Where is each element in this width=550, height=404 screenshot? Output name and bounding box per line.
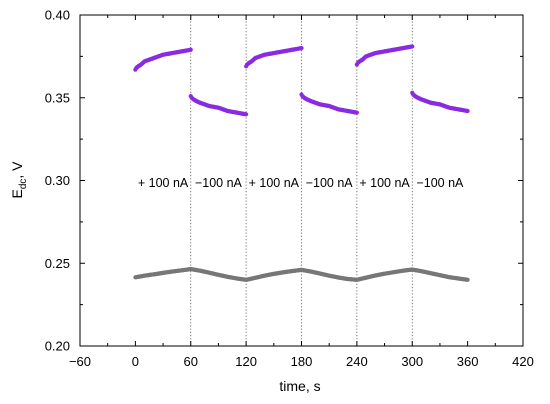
axes: −60 0 60 120 180 240 300 360 420 0.20 0.25 0.30 0.35… — [45, 8, 534, 370]
data-points — [133, 44, 470, 282]
current-annotation: + 100 nA — [359, 176, 410, 190]
series-2 — [133, 266, 470, 282]
current-annotation: −100 nA — [306, 176, 354, 190]
y-tick-label: 0.25 — [45, 256, 70, 271]
x-tick-label: 420 — [512, 354, 534, 369]
x-tick-label: −60 — [69, 354, 91, 369]
x-tick-label: 120 — [235, 354, 257, 369]
y-tick-label: 0.20 — [45, 339, 70, 354]
y-axis-label: Edc, V — [9, 161, 29, 199]
data-point — [410, 44, 415, 49]
current-annotation: + 100 nA — [249, 176, 300, 190]
x-tick-label: 300 — [401, 354, 423, 369]
data-point — [299, 46, 304, 51]
y-tick-label: 0.35 — [45, 90, 70, 105]
x-tick-label: 60 — [184, 354, 198, 369]
series-1 — [133, 44, 470, 117]
x-tick-label: 0 — [132, 354, 139, 369]
svg-text:Edc, V: Edc, V — [9, 161, 29, 199]
current-annotation: −100 nA — [416, 176, 464, 190]
divider-lines — [190, 15, 413, 346]
x-axis-label: time, s — [279, 378, 320, 394]
annotations: + 100 nA −100 nA + 100 nA −100 nA + 100 nA −1… — [138, 176, 464, 190]
current-annotation: −100 nA — [195, 176, 243, 190]
data-point — [465, 108, 470, 114]
x-tick-label: 180 — [291, 354, 313, 369]
x-tick-label: 240 — [346, 354, 368, 369]
data-point — [465, 277, 470, 282]
y-tick-label: 0.40 — [45, 8, 70, 23]
current-annotation: + 100 nA — [138, 176, 189, 190]
data-point — [244, 112, 249, 117]
data-point — [188, 47, 193, 52]
y-tick-label: 0.30 — [45, 173, 70, 188]
x-tick-label: 360 — [457, 354, 479, 369]
data-point — [354, 110, 359, 115]
